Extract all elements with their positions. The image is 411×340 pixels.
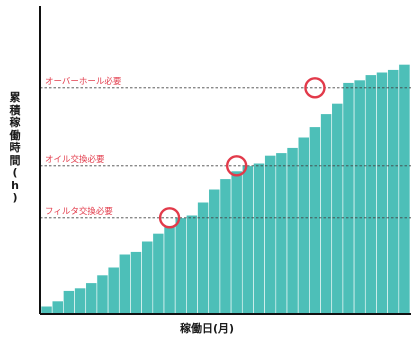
y-axis-label-char: h xyxy=(11,178,19,192)
y-axis-label-char: 積 xyxy=(9,103,21,117)
bar xyxy=(275,152,288,315)
bar xyxy=(331,103,344,315)
bar xyxy=(63,290,75,315)
annotation-overhaul: オーバーホール必要 xyxy=(45,76,122,87)
marker-circle xyxy=(304,77,326,99)
bars xyxy=(40,64,411,315)
bar xyxy=(130,251,142,315)
y-axis-label-char: 時 xyxy=(9,141,21,154)
y-axis-label-char: ( xyxy=(12,166,18,179)
marker-circle xyxy=(225,155,248,177)
bar xyxy=(51,300,64,315)
bar xyxy=(219,178,232,315)
bar xyxy=(398,64,411,315)
bar xyxy=(376,71,388,315)
annotation-oil: オイル交換必要 xyxy=(45,154,105,165)
bar xyxy=(208,188,221,315)
marker-circle xyxy=(158,207,181,229)
y-axis-label: 累積稼働時間(h) xyxy=(6,91,24,205)
bar xyxy=(85,282,98,315)
threshold-lines xyxy=(40,87,411,219)
bar xyxy=(197,201,210,315)
bar xyxy=(163,225,176,315)
y-axis-label-char: 累 xyxy=(9,91,21,104)
y-axis-label-char: 働 xyxy=(9,128,21,142)
bar xyxy=(297,136,310,315)
bar xyxy=(186,214,198,315)
x-axis-label: 稼働日(月) xyxy=(180,322,235,335)
bar xyxy=(230,170,243,315)
bar xyxy=(253,162,265,315)
y-axis-label-char: 間 xyxy=(9,153,21,167)
markers xyxy=(158,77,326,229)
bar xyxy=(309,126,321,315)
bar xyxy=(40,305,53,315)
bar xyxy=(96,274,109,315)
bar xyxy=(364,74,377,315)
bar xyxy=(353,79,366,315)
bar xyxy=(320,113,333,315)
bar xyxy=(387,69,400,315)
bar xyxy=(74,287,87,315)
bar xyxy=(342,82,355,315)
bar xyxy=(286,147,299,315)
bar xyxy=(174,217,187,315)
y-axis-label-char: ) xyxy=(12,191,18,204)
bar xyxy=(152,233,165,315)
annotation-filter: フィルタ交換必要 xyxy=(45,206,113,217)
bar xyxy=(107,266,120,315)
bar xyxy=(141,240,154,315)
bar xyxy=(118,253,131,315)
bar xyxy=(264,155,277,315)
y-axis-label-char: 稼 xyxy=(9,116,21,129)
bar xyxy=(241,165,254,315)
